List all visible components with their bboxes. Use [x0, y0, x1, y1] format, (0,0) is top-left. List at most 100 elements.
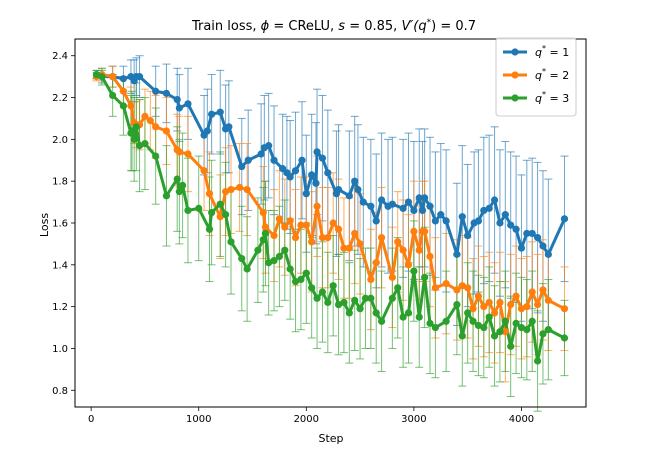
series-1-point [404, 198, 413, 206]
title-s-value: = 0.85, [345, 19, 401, 34]
series-2-point [356, 240, 364, 248]
series-3-point [227, 238, 235, 246]
series-1-point [152, 87, 160, 95]
series-1-point [372, 217, 380, 225]
y-tick-label: 2.2 [52, 93, 68, 104]
series-2-point [404, 261, 413, 269]
series-1-point [442, 217, 450, 225]
series-1-point [119, 75, 128, 83]
series-1-point [490, 196, 499, 204]
series-1-point [421, 194, 429, 202]
series-3-point [507, 342, 515, 350]
title-v: V′(q [401, 19, 426, 34]
series-3-point [173, 175, 181, 183]
y-axis-label: Loss [38, 213, 51, 237]
series-2-point [421, 227, 429, 235]
series-2-point [442, 280, 450, 288]
series-1-point [399, 204, 407, 212]
series-3-point [195, 204, 203, 212]
series-1-point [528, 229, 536, 238]
series-1-point [286, 173, 294, 181]
series-3-point [175, 188, 183, 196]
series-1-point [410, 206, 418, 215]
series-3-point [410, 267, 418, 275]
series-3-point [152, 152, 160, 160]
series-2-point [162, 127, 171, 135]
series-3-point [512, 319, 520, 327]
y-tick-label: 1.2 [52, 302, 68, 313]
series-1-point [318, 154, 327, 162]
chart-title: Train loss, ϕ = CReLU, s = 0.85, V′(q*) … [191, 18, 476, 34]
series-1-point [324, 169, 332, 177]
series-2-point [329, 219, 337, 227]
series-3-point [208, 208, 216, 217]
marker-layer [92, 70, 569, 365]
title-v-value: ) = 0.7 [431, 19, 476, 34]
series-2-point [431, 284, 439, 292]
series-2-point [308, 238, 316, 246]
series-3-point [119, 102, 128, 110]
title-s: s [338, 19, 345, 34]
series-3-point [281, 246, 289, 254]
y-tick-label: 1.4 [52, 260, 68, 271]
legend-series-3-marker [511, 94, 519, 102]
series-3-point [523, 326, 531, 334]
series-1-point [216, 108, 224, 116]
series-2-point [275, 215, 283, 223]
series-1-point [184, 100, 192, 108]
legend-series-1-label: q* = 1 [535, 44, 569, 59]
series-2-point [302, 221, 310, 229]
series-1-point [334, 185, 343, 194]
series-3-point [238, 254, 246, 263]
legend-series-1-marker [511, 48, 519, 56]
series-2-point [109, 73, 117, 81]
series-1-point [351, 177, 359, 185]
series-3-point [162, 192, 171, 200]
series-2-point [388, 273, 396, 281]
series-3-point [356, 305, 364, 313]
series-1-point [560, 215, 569, 223]
series-1-point [173, 96, 181, 104]
series-2-point [560, 305, 569, 313]
series-2-point [378, 234, 386, 242]
series-1-point [485, 204, 493, 212]
series-2-point [297, 221, 305, 229]
x-tick-label: 1000 [186, 414, 211, 425]
series-2-point [227, 185, 235, 194]
series-2-point [235, 183, 244, 192]
series-3-point [216, 200, 224, 208]
series-3-point [130, 135, 138, 143]
series-2-point [205, 190, 214, 198]
series-3-point [318, 288, 327, 296]
series-3-point [243, 265, 251, 273]
series-3-point [464, 309, 472, 317]
series-1-point [345, 192, 353, 200]
series-2-point [496, 298, 504, 307]
series-2-point [474, 292, 483, 300]
x-axis-label: Step [318, 432, 343, 445]
series-1-point [313, 148, 321, 156]
series-3-point [367, 294, 375, 302]
series-2-point [490, 309, 499, 317]
series-1-point [507, 221, 515, 229]
series-3-point [426, 319, 434, 327]
title-prefix: Train loss, [191, 19, 261, 34]
series-3-point [205, 225, 214, 233]
series-3-point [329, 282, 337, 290]
series-2-point [313, 202, 321, 210]
legend-series-2-label: q* = 2 [535, 67, 569, 82]
series-1-point [378, 196, 386, 204]
series-3-point [404, 309, 413, 317]
y-tick-label: 2.4 [52, 51, 68, 62]
title-phi: ϕ [261, 19, 270, 34]
title-star: * [427, 18, 432, 28]
series-1-point [354, 185, 362, 194]
series-2-point [399, 246, 407, 254]
series-2-point [270, 231, 278, 240]
series-3-point [431, 323, 439, 332]
series-3-point [132, 123, 140, 131]
series-2-point [512, 292, 520, 300]
series-1-point [312, 179, 320, 187]
series-1-point [225, 123, 233, 131]
y-tick-label: 1.0 [52, 344, 68, 355]
